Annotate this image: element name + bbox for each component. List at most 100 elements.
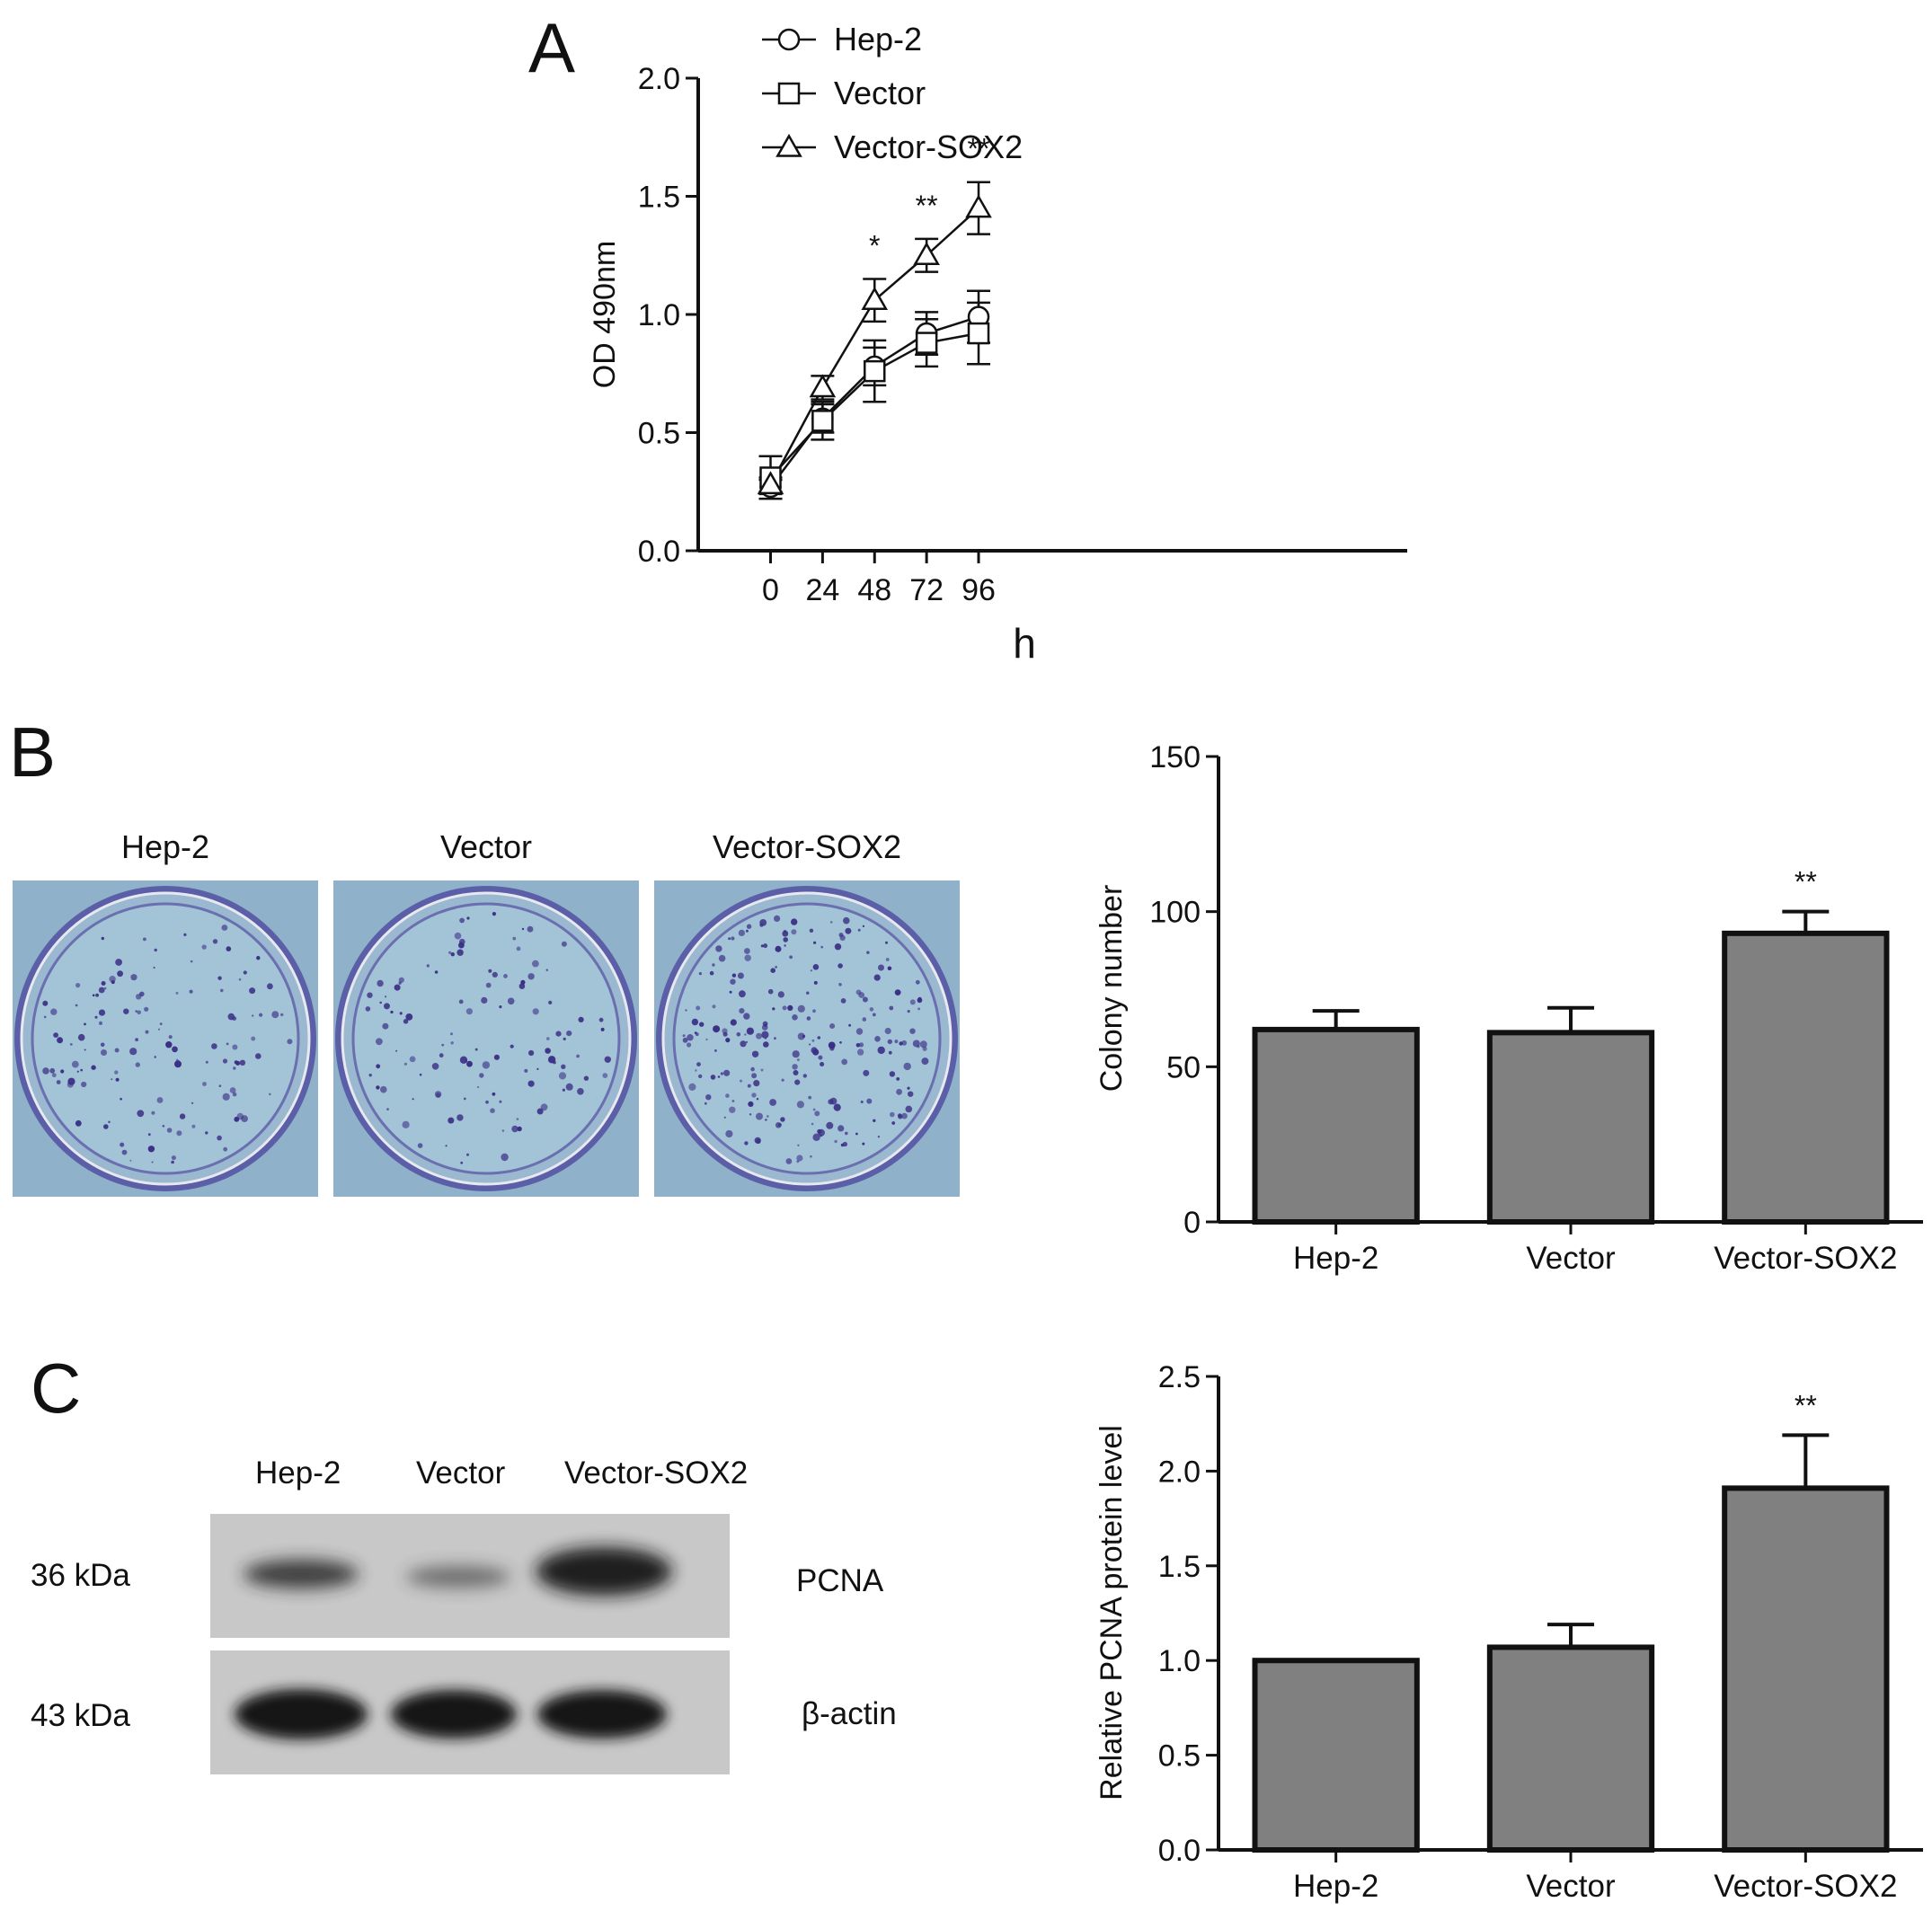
colony-dot	[120, 1097, 122, 1101]
colony-dot	[439, 1053, 444, 1058]
colony-dot	[838, 983, 842, 986]
colony-dot	[813, 980, 818, 985]
colony-dot	[696, 1062, 701, 1066]
colony-dot	[81, 1081, 87, 1088]
colony-dot	[218, 1084, 222, 1087]
colony-dot	[770, 968, 775, 973]
colony-dot	[151, 1110, 155, 1115]
colony-dot	[507, 997, 515, 1005]
colony-dot	[760, 1068, 764, 1072]
colony-dot	[725, 1129, 733, 1138]
colony-dot	[866, 951, 870, 954]
colony-dot	[891, 1121, 896, 1125]
dish-label-hep2: Hep-2	[120, 828, 210, 865]
colony-dot	[744, 954, 751, 961]
colony-dot	[379, 1001, 382, 1004]
colony-dot	[390, 1010, 394, 1014]
colony-dot	[889, 1005, 894, 1011]
colony-dot	[532, 1008, 539, 1015]
colony-dot	[201, 944, 207, 950]
colony-dot	[775, 945, 782, 952]
colony-dot	[466, 916, 470, 920]
colony-dot	[166, 1128, 173, 1133]
colony-dot	[217, 1135, 222, 1141]
colony-dot	[222, 1093, 230, 1101]
colony-dot	[510, 1044, 514, 1048]
colony-dot	[129, 1159, 132, 1162]
colony-dot	[828, 1099, 834, 1105]
colony-dot	[211, 1043, 217, 1049]
x-tick-label: 48	[857, 573, 891, 607]
colony-dot	[477, 1085, 480, 1089]
colony-dot	[458, 999, 464, 1004]
data-point-2	[915, 332, 938, 354]
colony-dot	[259, 1013, 263, 1017]
colony-dot	[769, 1099, 776, 1106]
colony-dot	[729, 990, 732, 994]
colony-dot	[712, 963, 715, 967]
colony-dot	[376, 1085, 380, 1090]
colony-dot	[168, 1035, 173, 1040]
colony-dot	[450, 1041, 454, 1045]
colony-dot	[845, 1131, 848, 1136]
colony-dot	[460, 1161, 464, 1164]
colony-dot	[553, 1060, 556, 1065]
colony-dot	[751, 1050, 759, 1057]
colony-dot	[384, 1003, 390, 1010]
colony-dot	[750, 1066, 755, 1072]
y-tick-label: 0.0	[638, 535, 680, 569]
colony-dot	[516, 1118, 519, 1120]
colony-dot	[731, 973, 737, 978]
colony-dot	[75, 1004, 78, 1007]
colony-dot	[562, 1088, 565, 1092]
colony-dot	[753, 1080, 760, 1087]
colony-dot	[251, 1036, 256, 1041]
colony-dot	[834, 943, 842, 951]
colony-dot	[888, 1050, 892, 1055]
colony-dot	[100, 1042, 105, 1048]
colony-dot	[812, 964, 820, 970]
band-name-pcna: PCNA	[796, 1563, 884, 1598]
colony-dot	[842, 1141, 847, 1147]
colony-dot	[42, 1000, 49, 1006]
colony-dot	[465, 1008, 473, 1015]
panel-letter-a: A	[528, 8, 576, 87]
colony-dot	[232, 1044, 238, 1050]
y-axis-label: OD 490nm	[588, 241, 622, 388]
colony-dot	[718, 954, 726, 962]
colony-dot	[548, 1000, 553, 1004]
band-actin-hep2	[235, 1689, 368, 1739]
colony-dot	[862, 1017, 867, 1022]
colony-dot	[917, 1045, 920, 1048]
colony-dot	[479, 1073, 484, 1078]
colony-dot	[434, 1091, 442, 1098]
colony-dot	[829, 921, 833, 924]
colony-dot	[744, 1141, 749, 1146]
colony-dot	[858, 992, 865, 998]
colony-dot	[256, 956, 261, 960]
colony-dot	[403, 1019, 409, 1024]
colony-dot	[221, 925, 228, 931]
colony-dot	[899, 1041, 903, 1046]
y-tick-label: 2.0	[1158, 1455, 1201, 1489]
colony-dot	[115, 959, 122, 966]
colony-dot	[712, 1004, 716, 1009]
colony-dot	[398, 981, 402, 985]
colony-dot	[558, 1072, 567, 1080]
colony-dot	[748, 1101, 754, 1107]
significance-mark: **	[1795, 866, 1817, 898]
colony-dot	[829, 1023, 836, 1029]
colony-dot	[536, 1108, 544, 1115]
colony-dot	[813, 941, 817, 944]
colony-dot	[75, 983, 81, 988]
colony-dot	[91, 1065, 96, 1070]
colony-dot	[220, 988, 224, 993]
colony-dot	[763, 1041, 769, 1048]
colony-dot	[92, 994, 95, 997]
band-size-36kda: 36 kDa	[31, 1558, 130, 1593]
colony-dot	[737, 972, 744, 979]
colony-dot	[885, 958, 890, 961]
colony-dot	[154, 1056, 156, 1058]
colony-dot	[183, 933, 187, 936]
colony-dot	[774, 1037, 776, 1040]
